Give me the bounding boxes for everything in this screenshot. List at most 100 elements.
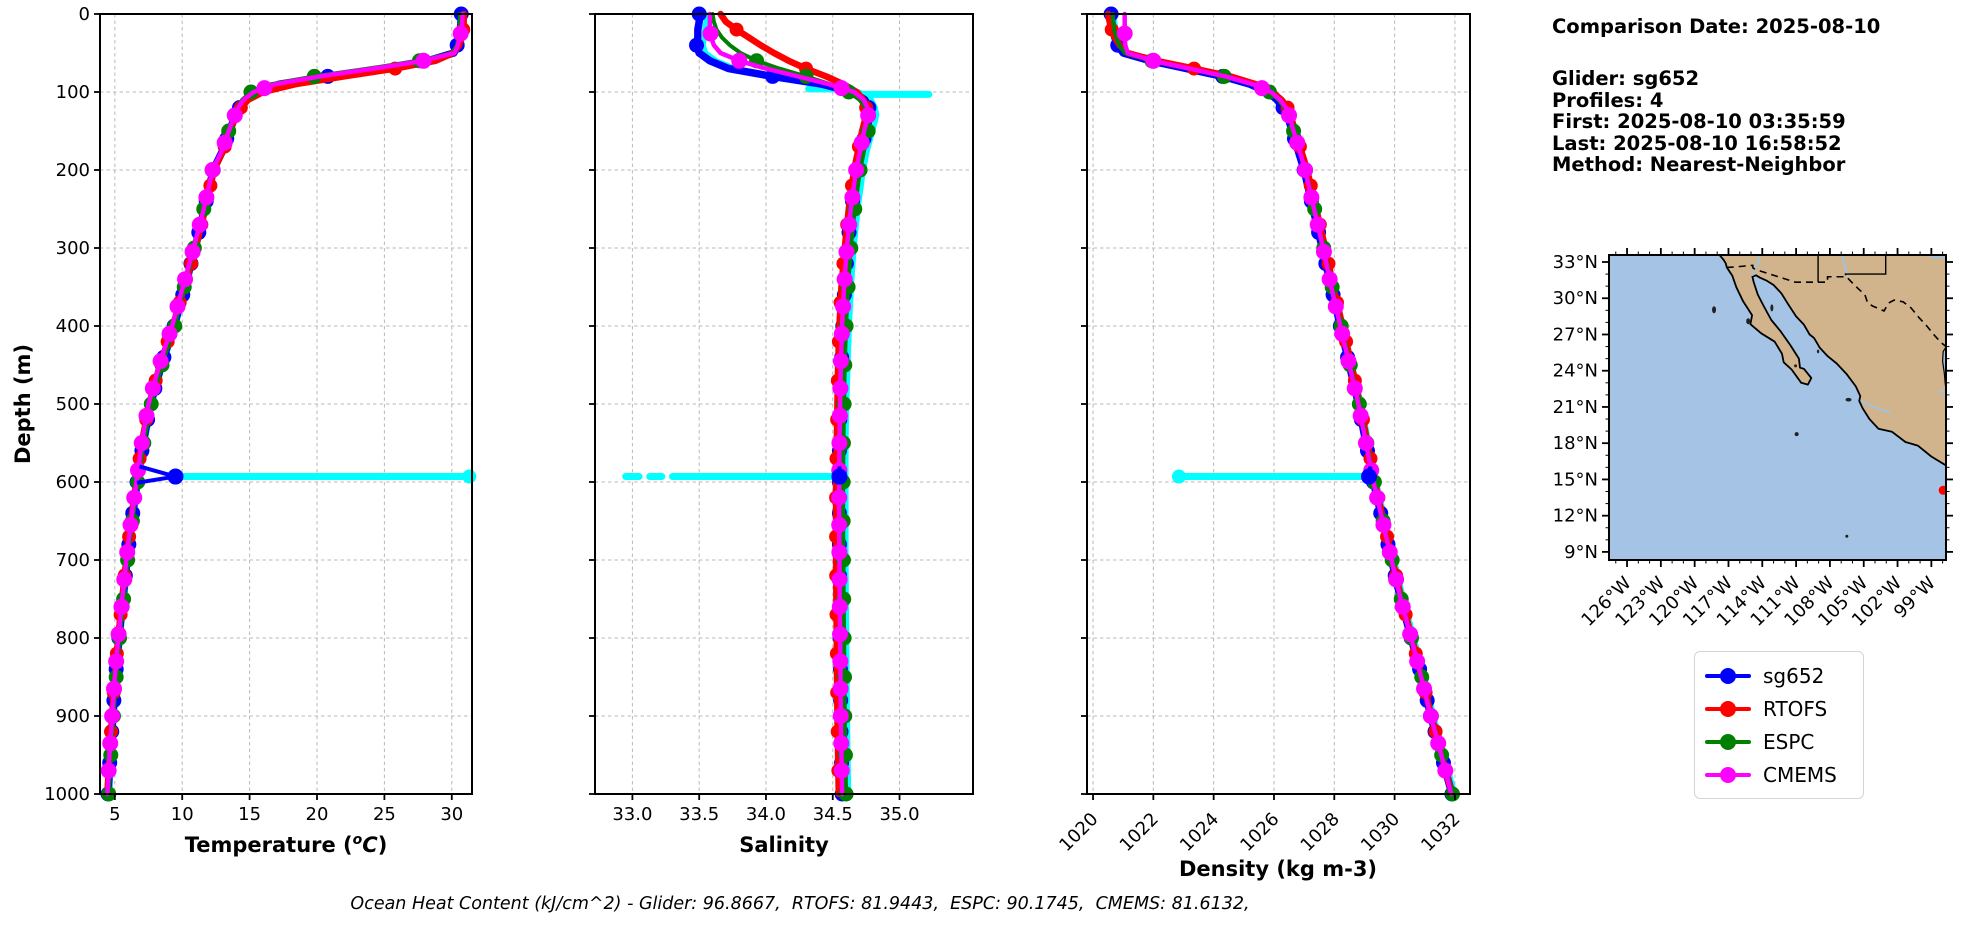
legend-label: CMEMS (1763, 762, 1837, 787)
x-tick-label: 33.5 (679, 804, 719, 825)
river-line (1927, 255, 1946, 260)
comparison-date: Comparison Date: 2025-08-10 (1552, 15, 1881, 38)
y-tick-label: 300 (56, 238, 90, 259)
river-line (1937, 389, 1946, 394)
island (1794, 364, 1798, 368)
x-axis-label: Salinity (739, 833, 829, 857)
anomaly-endpoint-marker (167, 468, 184, 485)
info-profiles: Profiles: 4 (1552, 88, 1664, 112)
raw-glider-line (107, 11, 466, 797)
legend-entry-rtofs: RTOFS (1705, 692, 1853, 725)
island (1845, 534, 1849, 538)
x-tick-label: 1022 (1116, 809, 1163, 856)
x-axis-label: Density (kg m-3) (1179, 857, 1377, 881)
legend-line-sample-cmems (1705, 766, 1751, 783)
info-spacer (1552, 37, 1880, 68)
x-tick-label: 1030 (1357, 809, 1404, 856)
info-method: Method: Nearest-Neighbor (1552, 153, 1846, 177)
x-tick-label: 20 (306, 804, 329, 825)
x-tick-label: 1026 (1236, 809, 1283, 856)
raw-anomaly-line (171, 469, 477, 484)
map-lat-label: 30°N (1553, 288, 1598, 309)
anomaly-endpoint-marker (831, 468, 848, 485)
legend-marker-icon (1720, 766, 1736, 783)
map-lat-label: 27°N (1553, 324, 1598, 345)
y-axis-label: Depth (m) (11, 344, 35, 464)
temperature-plot: 5 10 15 20 25 3001002003004005006007008009001… (44, 4, 477, 857)
island (1794, 432, 1799, 437)
y-tick-label: 1000 (44, 784, 90, 805)
y-tick-label: 100 (56, 82, 90, 103)
y-tick-label: 700 (56, 550, 90, 571)
y-tick-label: 600 (56, 472, 90, 493)
info-panel: Comparison Date: 2025-08-10 Glider: sg65… (1552, 15, 1881, 177)
river-line (1860, 399, 1891, 413)
location-map: 33°N30°N27°N24°N21°N18°N15°N12°N9°N126°W… (1553, 248, 1953, 631)
anomaly-endpoint-marker (1360, 468, 1377, 485)
x-tick-label: 5 (109, 804, 120, 825)
raw-anomaly-line (1171, 469, 1373, 484)
x-tick-label: 35.0 (879, 804, 919, 825)
map-land (1718, 255, 1946, 467)
map-lat-label: 24°N (1553, 361, 1598, 382)
map-lat-label: 33°N (1553, 252, 1598, 273)
legend-entry-sg652: sg652 (1705, 659, 1853, 692)
series-cmems (702, 11, 877, 797)
x-tick-label: 33.0 (612, 804, 652, 825)
legend-marker-icon (1720, 667, 1736, 684)
series-cmems (100, 11, 469, 797)
map-lat-label: 18°N (1553, 433, 1598, 454)
y-tick-label: 0 (79, 4, 90, 25)
salinity-plot: 33.0 33.5 34.0 34.5 35.0 Salinity (589, 6, 974, 857)
legend: sg652 RTOFS ESPC CMEMS (1694, 651, 1864, 799)
legend-marker-icon (1720, 700, 1736, 717)
island (1770, 304, 1774, 312)
island (1746, 318, 1751, 325)
y-tick-label: 500 (56, 394, 90, 415)
series-espc (710, 12, 876, 802)
x-axis-label: Temperature (oC) (185, 832, 388, 857)
x-tick-label: 25 (373, 804, 396, 825)
y-tick-label: 200 (56, 160, 90, 181)
legend-line-sample-rtofs (1705, 700, 1751, 717)
legend-entry-cmems: CMEMS (1705, 758, 1853, 791)
info-glider: Glider: sg652 (1552, 67, 1700, 91)
y-tick-label: 800 (56, 628, 90, 649)
map-lat-label: 21°N (1553, 397, 1598, 418)
legend-label: RTOFS (1763, 696, 1828, 721)
island (1845, 397, 1852, 402)
x-tick-label: 1032 (1417, 809, 1464, 856)
legend-label: sg652 (1763, 663, 1825, 688)
border-dashed-line (1726, 264, 1946, 348)
y-tick-label: 400 (56, 316, 90, 337)
legend-line-sample-espc (1705, 733, 1751, 750)
y-tick-label: 900 (56, 706, 90, 727)
x-tick-label: 34.5 (813, 804, 853, 825)
legend-label: ESPC (1763, 729, 1815, 754)
island (1816, 349, 1820, 354)
river-line (1751, 255, 1761, 277)
series-cmems (1116, 11, 1454, 797)
info-first: First: 2025-08-10 03:35:59 (1552, 110, 1846, 134)
island (1712, 306, 1717, 314)
x-tick-label: 34.0 (746, 804, 786, 825)
map-lat-label: 15°N (1553, 469, 1598, 490)
x-tick-label: 1028 (1297, 809, 1344, 856)
x-tick-label: 10 (171, 804, 194, 825)
x-tick-label: 15 (238, 804, 261, 825)
x-tick-label: 30 (440, 804, 463, 825)
legend-line-sample-sg652 (1705, 667, 1751, 684)
series-espc (101, 12, 462, 802)
legend-entry-espc: ESPC (1705, 725, 1853, 758)
info-last: Last: 2025-08-10 16:58:52 (1552, 131, 1842, 155)
map-lat-label: 9°N (1564, 542, 1598, 563)
series-espc (1110, 12, 1461, 802)
x-tick-label: 1020 (1055, 809, 1102, 856)
ohc-caption: Ocean Heat Content (kJ/cm^2) - Glider: 9… (350, 894, 1250, 914)
legend-marker-icon (1720, 733, 1736, 750)
raw-anomaly-line (622, 85, 933, 481)
x-tick-label: 1024 (1176, 809, 1223, 856)
state-border-line (1844, 255, 1887, 276)
map-lat-label: 12°N (1553, 506, 1598, 527)
